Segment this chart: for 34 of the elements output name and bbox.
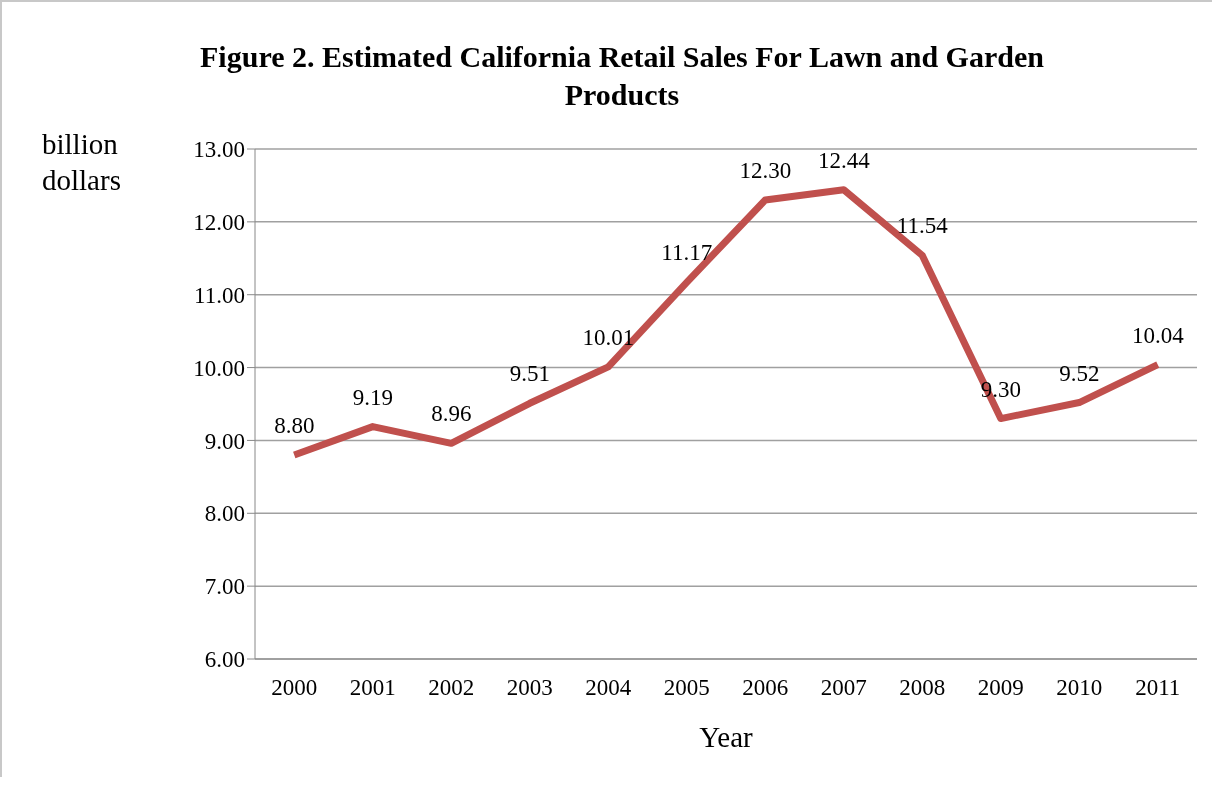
x-axis-title: Year: [699, 721, 754, 753]
x-tick-label: 2002: [428, 675, 475, 701]
x-tick-label: 2000: [271, 675, 318, 701]
x-tick-label: 2008: [899, 675, 946, 701]
text: 9.19: [352, 384, 393, 410]
x-tick-label: 2007: [820, 675, 867, 701]
text: 9.51: [509, 361, 550, 387]
text: 11.17: [661, 240, 713, 266]
y-tick-label: 11.00: [194, 282, 245, 308]
x-tick-label: 2001: [349, 675, 396, 701]
y-tick-label: 8.00: [204, 501, 245, 527]
y-tick-label: 12.00: [193, 210, 245, 236]
y-tick-label: 7.00: [204, 574, 245, 600]
text: 9.52: [1059, 360, 1100, 386]
text: 11.54: [896, 213, 948, 239]
text: 8.96: [431, 401, 472, 427]
x-tick-label: 2006: [742, 675, 789, 701]
text: 10.01: [582, 324, 635, 350]
x-tick-label: 2009: [977, 675, 1024, 701]
y-tick-label: 9.00: [204, 428, 245, 454]
y-tick-label: 10.00: [193, 355, 245, 381]
x-tick-label: 2011: [1135, 675, 1181, 701]
y-tick-label: 13.00: [193, 137, 245, 163]
x-tick-label: 2005: [663, 675, 710, 701]
text: 10.04: [1131, 322, 1184, 348]
text: 8.80: [274, 413, 315, 438]
x-tick-label: 2004: [585, 675, 632, 701]
y-axis-title: billion dollars: [42, 127, 122, 198]
x-tick-label: 2003: [506, 675, 553, 701]
text: 12.44: [817, 147, 870, 173]
y-tick-label: 6.00: [204, 647, 245, 673]
chart-title: Figure 2. Estimated California Retail Sales For Lawn and Garden Products: [199, 39, 1045, 113]
text: 12.30: [739, 158, 792, 183]
x-tick-label: 2010: [1056, 675, 1103, 701]
